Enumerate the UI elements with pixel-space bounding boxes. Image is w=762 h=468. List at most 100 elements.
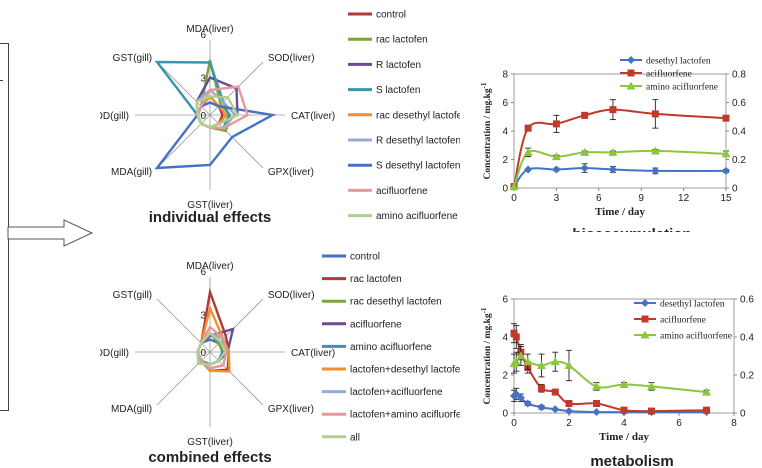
marker-triangle bbox=[511, 357, 521, 366]
y-tick-label-right: 0.4 bbox=[732, 127, 746, 138]
marker-square bbox=[651, 110, 659, 118]
marker-diamond bbox=[565, 407, 573, 416]
y-tick-label-left: 0 bbox=[502, 409, 508, 420]
marker-triangle bbox=[702, 387, 711, 396]
x-tick-label: 0 bbox=[511, 193, 517, 204]
marker-triangle bbox=[516, 351, 526, 360]
marker-diamond bbox=[580, 164, 589, 173]
radar-axis-label: MDA(gill) bbox=[111, 167, 152, 178]
x-tick-label: 0 bbox=[511, 418, 517, 429]
radar-chart-individual: MDA(liver) SOD(liver) CAT(liver) GPX(liver)… bbox=[100, 10, 460, 227]
marker-triangle bbox=[523, 357, 533, 366]
marker-triangle bbox=[564, 361, 574, 369]
radar-tick-label: 0 bbox=[200, 348, 206, 359]
radar-tick-label: 3 bbox=[200, 311, 206, 322]
x-tick-label: 4 bbox=[621, 418, 627, 429]
radar-axis-label: GST(gill) bbox=[113, 53, 152, 64]
y-tick-label-right: 0.2 bbox=[732, 155, 746, 166]
x-axis-label: Time / day bbox=[595, 206, 645, 218]
marker-triangle bbox=[619, 380, 629, 388]
legend-label: control bbox=[376, 10, 406, 21]
radar-series-s-desethyl-lactofen bbox=[154, 101, 277, 170]
line-chart-bioaccumulation: 0 2 4 6 8 0 0.2 0.4 0.6 0.8 0 3 6 9 12 15 Time / day Conc… bbox=[480, 56, 746, 233]
legend-label: acifluorfene bbox=[376, 186, 428, 197]
marker-diamond bbox=[722, 166, 730, 175]
marker-diamond bbox=[512, 390, 521, 398]
marker-square bbox=[510, 329, 518, 337]
legend-label: acifluorfene bbox=[646, 69, 692, 80]
series-line bbox=[513, 167, 727, 188]
line-chart-metabolism: 0 2 4 6 0 0.2 0.4 0.6 0 2 4 6 8 Time / day Concentrati… bbox=[480, 295, 754, 468]
marker-diamond bbox=[551, 405, 560, 414]
marker-square bbox=[565, 400, 573, 407]
y-axis-label-text: Concentration / mg.kg bbox=[483, 88, 493, 179]
x-tick-label: 8 bbox=[731, 418, 737, 429]
marker-diamond bbox=[523, 399, 532, 408]
marker-diamond bbox=[537, 403, 546, 412]
legend-label: desethyl lactofen bbox=[646, 56, 711, 67]
radar-axis-label: MDA(gill) bbox=[111, 404, 152, 415]
marker-square bbox=[703, 406, 710, 414]
x-tick-label: 2 bbox=[566, 418, 572, 429]
legend-label: lactofen+desethyl lactofen bbox=[350, 365, 460, 376]
radar-axis-label: MDA(liver) bbox=[186, 261, 233, 272]
marker-diamond bbox=[592, 408, 601, 417]
radar-axis-label: GPX(liver) bbox=[268, 404, 314, 415]
radar-tick-label: 0 bbox=[200, 111, 206, 122]
marker-triangle bbox=[509, 182, 519, 191]
radar-axis-label: GST(liver) bbox=[187, 200, 233, 211]
marker-triangle bbox=[537, 361, 546, 369]
y-axis-label-superscript: -1 bbox=[480, 82, 488, 88]
chart-caption: metabolism bbox=[590, 453, 673, 468]
legend-label: all bbox=[350, 432, 360, 443]
y-tick-label-left: 4 bbox=[502, 127, 508, 138]
radar-axis-label: GST(gill) bbox=[113, 290, 152, 301]
y-tick-label-left: 8 bbox=[502, 70, 508, 81]
radar-series-all bbox=[196, 331, 227, 366]
legend-label: rac lactofen bbox=[376, 35, 428, 46]
marker-triangle bbox=[721, 149, 731, 158]
y-tick-label-right: 0.4 bbox=[740, 333, 754, 344]
radar-axis-label: CAT(liver) bbox=[291, 111, 335, 122]
marker-triangle bbox=[650, 146, 660, 155]
legend-label: lactofen+amino acifluorfene bbox=[350, 410, 460, 421]
series-line bbox=[513, 332, 707, 413]
x-tick-label: 15 bbox=[720, 193, 732, 204]
radar-axis-label: GPX(liver) bbox=[268, 167, 314, 178]
radar-axis-label: SOD(gill) bbox=[100, 111, 129, 122]
marker-square bbox=[609, 106, 617, 114]
x-tick-label: 12 bbox=[678, 193, 690, 204]
radar-axis-label: MDA(liver) bbox=[186, 24, 233, 35]
y-tick-label-left: 6 bbox=[502, 295, 508, 306]
series-line bbox=[513, 108, 727, 187]
legend-label: amino acifluorfene bbox=[376, 211, 458, 222]
chart-caption: combined effects bbox=[148, 449, 271, 466]
marker-triangle bbox=[626, 81, 636, 90]
legend-label: amino acifluorfene bbox=[350, 342, 432, 353]
marker-triangle bbox=[640, 330, 650, 339]
legend-label: control bbox=[350, 252, 380, 263]
legend-label: acifluorfene bbox=[350, 319, 402, 330]
y-axis-label-superscript: -1 bbox=[480, 307, 488, 313]
marker-diamond bbox=[608, 165, 617, 174]
marker-diamond bbox=[641, 299, 649, 307]
marker-triangle bbox=[592, 381, 601, 390]
y-tick-label-left: 2 bbox=[502, 155, 508, 166]
legend-label: rac desethyl lactofen bbox=[376, 110, 460, 121]
radar-series-amino-acifluorfene bbox=[195, 95, 240, 129]
y-tick-label-right: 0.2 bbox=[740, 371, 754, 382]
legend-label: R desethyl lactofen bbox=[376, 136, 460, 147]
legend-label: amino acifluorfene bbox=[660, 331, 732, 342]
marker-square bbox=[641, 315, 649, 323]
radar-axis-label: CAT(liver) bbox=[291, 348, 335, 359]
legend-label: lactofen+acifluorfene bbox=[350, 387, 443, 398]
flow-arrow-icon bbox=[7, 219, 94, 247]
y-axis-label: Concentration / mg.kg-1 bbox=[480, 307, 493, 404]
legend-label: rac desethyl lactofen bbox=[350, 297, 442, 308]
marker-diamond bbox=[627, 56, 635, 64]
y-tick-label-right: 0.8 bbox=[732, 70, 746, 81]
radar-axis-label: SOD(liver) bbox=[268, 290, 315, 301]
radar-chart-combined: MDA(liver) SOD(liver) CAT(liver) GPX(liver)… bbox=[100, 252, 460, 467]
marker-square bbox=[648, 407, 655, 415]
radar-tick-label: 3 bbox=[200, 74, 206, 85]
